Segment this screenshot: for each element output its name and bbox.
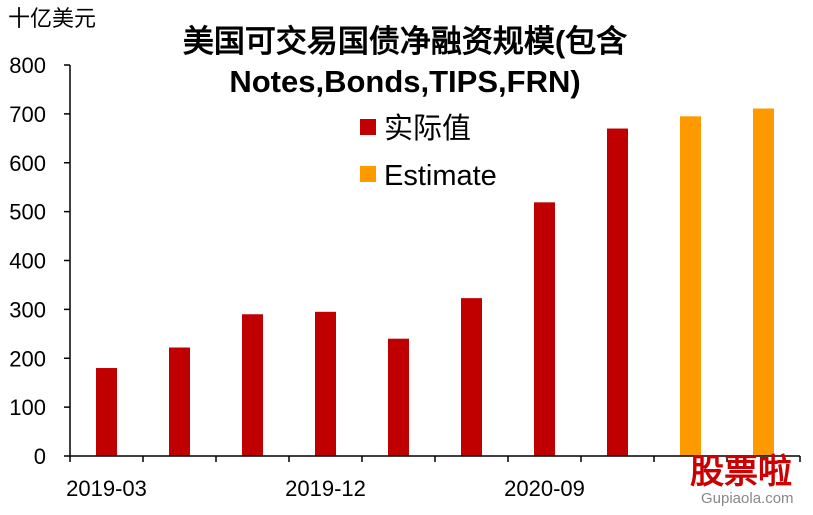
bar-actual <box>242 314 263 456</box>
x-tick-label: 2020-09 <box>504 476 585 501</box>
bar-estimate <box>680 116 701 456</box>
legend-label-estimate: Estimate <box>384 160 497 192</box>
x-tick-label: 2019-12 <box>285 476 366 501</box>
bar-actual <box>461 298 482 456</box>
y-tick-label: 600 <box>9 151 46 176</box>
watermark: 股票啦 Gupiaola.com <box>690 453 794 507</box>
bars-group <box>96 108 774 456</box>
chart-title-line-1: 美国可交易国债净融资规模(包含 <box>183 24 628 59</box>
bar-actual <box>534 202 555 456</box>
y-tick-label: 500 <box>9 200 46 225</box>
y-unit-label: 十亿美元 <box>8 6 96 31</box>
legend-swatch-actual <box>360 119 376 135</box>
y-tick-label: 200 <box>9 346 46 371</box>
y-tick-label: 300 <box>9 297 46 322</box>
watermark-logo-text: 股票啦 <box>690 453 792 491</box>
y-tick-label: 100 <box>9 395 46 420</box>
y-tick-label: 400 <box>9 249 46 274</box>
bar-actual <box>96 368 117 456</box>
bar-actual <box>315 311 336 456</box>
y-axis-ticks: 0 100 200 300 400 500 600 700 800 <box>9 53 70 469</box>
y-tick-label: 0 <box>34 444 46 469</box>
watermark-url-text: Gupiaola.com <box>701 490 794 507</box>
x-tick-label: 2019-03 <box>66 476 147 501</box>
chart-title-line-2: Notes,Bonds,TIPS,FRN) <box>229 64 580 99</box>
bar-actual <box>169 347 190 456</box>
bar-estimate <box>753 108 774 456</box>
y-tick-label: 800 <box>9 53 46 78</box>
legend-label-actual: 实际值 <box>384 112 471 145</box>
legend: 实际值 Estimate <box>360 112 497 192</box>
y-tick-label: 700 <box>9 102 46 127</box>
x-axis-ticks: 2019-03 2019-12 2020-09 <box>66 456 801 501</box>
legend-swatch-estimate <box>360 166 376 182</box>
bar-actual <box>388 338 409 456</box>
bar-actual <box>607 128 628 456</box>
